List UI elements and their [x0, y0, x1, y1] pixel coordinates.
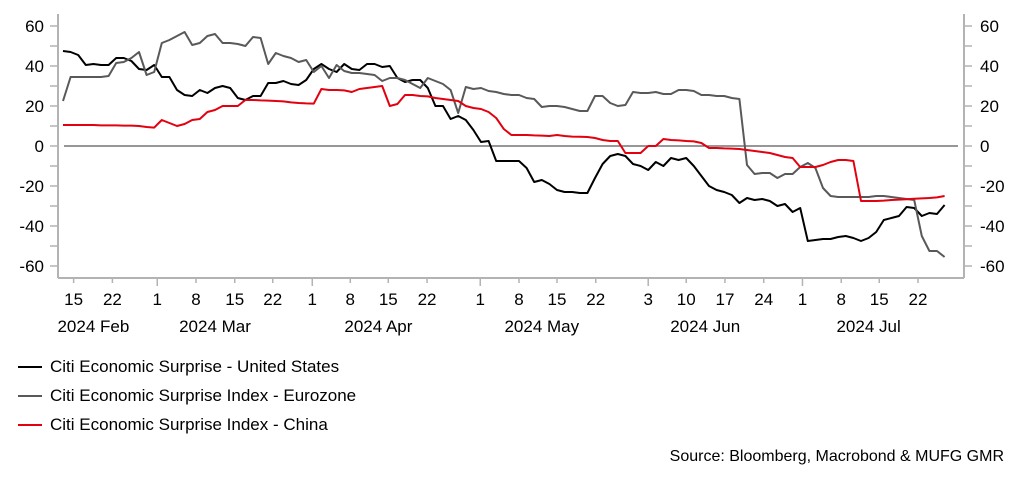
- right-y-tick-label: -40: [980, 217, 1005, 236]
- legend-label-us: Citi Economic Surprise - United States: [50, 356, 340, 376]
- series-line-china: [63, 85, 945, 202]
- series-group: [62, 31, 946, 258]
- right-y-tick-label: 0: [980, 137, 989, 156]
- legend: Citi Economic Surprise - United States C…: [18, 352, 356, 439]
- x-tick-label: 8: [514, 290, 523, 309]
- legend-swatch-eurozone: [18, 394, 42, 397]
- left-y-tick-label: -40: [19, 217, 44, 236]
- x-tick-label: 1: [798, 290, 807, 309]
- x-tick-label: 8: [346, 290, 355, 309]
- x-tick-label: 1: [153, 290, 162, 309]
- legend-swatch-china: [18, 423, 42, 426]
- legend-label-china: Citi Economic Surprise Index - China: [50, 414, 328, 434]
- x-tick-label: 22: [418, 290, 437, 309]
- right-y-tick-label: -20: [980, 177, 1005, 196]
- right-y-tick-label: -60: [980, 257, 1005, 276]
- x-tick-label: 22: [586, 290, 605, 309]
- right-y-tick-label: 20: [980, 97, 999, 116]
- right-y-tick-label: 40: [980, 57, 999, 76]
- series-line-us: [62, 50, 946, 242]
- x-month-label: 2024 Jun: [670, 317, 740, 336]
- series-line-eurozone: [62, 31, 946, 258]
- chart: -60 -60 -40 -40 -20 -20 0 0 20 20 40 40 60 60 15 22 1 8 15…: [19, 14, 1005, 336]
- x-month-label: 2024 Feb: [57, 317, 129, 336]
- x-month-label: 2024 May: [504, 317, 579, 336]
- x-tick-label: 22: [103, 290, 122, 309]
- legend-swatch-us: [18, 365, 42, 368]
- left-y-tick-label: 0: [35, 137, 44, 156]
- x-month-label: 2024 Apr: [344, 317, 412, 336]
- right-y-tick-label: 60: [980, 17, 999, 36]
- axes: [50, 14, 972, 286]
- left-y-tick-label: 40: [25, 57, 44, 76]
- legend-item-us: Citi Economic Surprise - United States: [18, 352, 356, 381]
- x-tick-label: 15: [225, 290, 244, 309]
- x-tick-label: 15: [870, 290, 889, 309]
- x-tick-label: 15: [64, 290, 83, 309]
- x-tick-label: 24: [754, 290, 773, 309]
- x-tick-label: 15: [548, 290, 567, 309]
- left-y-tick-label: -60: [19, 257, 44, 276]
- legend-label-eurozone: Citi Economic Surprise Index - Eurozone: [50, 385, 357, 405]
- x-tick-label: 8: [837, 290, 846, 309]
- x-month-label: 2024 Jul: [836, 317, 900, 336]
- left-y-tick-label: 20: [25, 97, 44, 116]
- legend-item-eurozone: Citi Economic Surprise Index - Eurozone: [18, 381, 356, 410]
- x-tick-label: 10: [677, 290, 696, 309]
- left-y-tick-label: 60: [25, 17, 44, 36]
- x-tick-label: 8: [191, 290, 200, 309]
- x-tick-label: 22: [909, 290, 928, 309]
- tick-labels: -60 -60 -40 -40 -20 -20 0 0 20 20 40 40 60 60 15 22 1 8 15…: [19, 17, 1004, 336]
- x-tick-label: 1: [308, 290, 317, 309]
- left-y-tick-label: -20: [19, 177, 44, 196]
- x-tick-label: 3: [643, 290, 652, 309]
- legend-item-china: Citi Economic Surprise Index - China: [18, 410, 356, 439]
- x-month-label: 2024 Mar: [179, 317, 251, 336]
- x-tick-label: 1: [476, 290, 485, 309]
- x-tick-label: 17: [715, 290, 734, 309]
- source-note: Source: Bloomberg, Macrobond & MUFG GMR: [669, 448, 1004, 465]
- x-tick-label: 15: [379, 290, 398, 309]
- x-tick-label: 22: [263, 290, 282, 309]
